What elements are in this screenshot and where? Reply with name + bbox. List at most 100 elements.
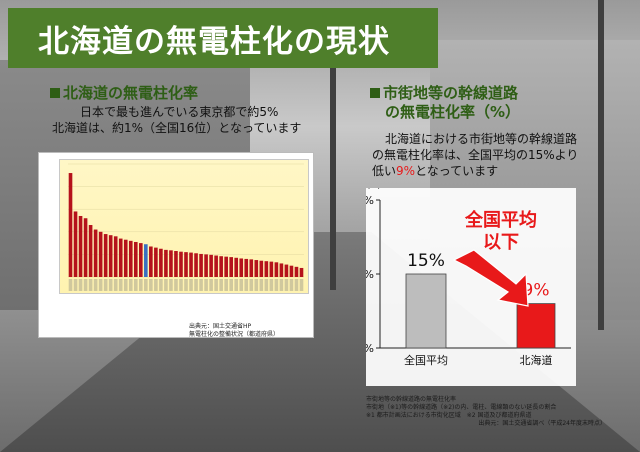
bar-prefecture: [118, 238, 123, 277]
bar-prefecture: [239, 258, 244, 277]
bar-prefecture: [174, 251, 178, 277]
category-label-stub: [169, 279, 173, 291]
bar-prefecture: [133, 241, 138, 277]
bar-hokkaido: [516, 303, 556, 349]
right-body-2: の無電柱化率は、全国平均の15%より: [372, 148, 579, 162]
bar-prefecture: [254, 260, 259, 277]
category-label: 全国平均: [404, 353, 448, 367]
prefecture-chart-plot: [59, 159, 309, 294]
background-utility-pole: [598, 0, 604, 330]
category-label-stub: [264, 279, 269, 291]
category-label-stub: [93, 279, 98, 291]
bar-prefecture: [123, 239, 128, 277]
category-label-stub: [164, 279, 168, 291]
bar-prefecture: [274, 262, 279, 277]
category-label-stub: [139, 279, 143, 291]
footnote-line-1: 市街地等の幹線道路の無電柱化率: [366, 396, 457, 403]
right-body-3: 低い9%となっています: [372, 163, 498, 179]
category-label-stub: [204, 279, 208, 291]
comparison-bar-chart: （%） 0% 15% 30% 15% 全国平均 9% 北海道: [350, 181, 571, 367]
category-label-stub: [274, 279, 279, 291]
category-label-stub: [239, 279, 244, 291]
bar-prefecture: [294, 266, 299, 277]
footnote-line-2: 市街地（※1)等の幹線道路（※2)の内、電柱、電線類のない延長の割合: [366, 404, 557, 411]
category-label-stub: [88, 279, 93, 291]
bar-prefecture: [113, 236, 118, 277]
bar-prefecture: [108, 235, 113, 277]
value-label: 9%: [523, 281, 550, 301]
y-unit-label: （%）: [366, 188, 386, 190]
category-label-stub: [189, 279, 193, 291]
category-label-stub: [98, 279, 103, 291]
right-footnote: 市街地等の幹線道路の無電柱化率 市街地（※1)等の幹線道路（※2)の内、電柱、電…: [366, 396, 606, 428]
category-label-stub: [284, 279, 289, 291]
bar-prefecture: [284, 264, 289, 277]
category-label-stub: [184, 279, 188, 291]
category-label-stub: [269, 279, 274, 291]
bar-prefecture: [224, 256, 228, 277]
y-tick-label: 0%: [366, 342, 374, 355]
category-label-stub: [254, 279, 259, 291]
left-source-1: 出典元：国土交通省HP: [189, 323, 252, 330]
background-utility-pole: [330, 40, 336, 290]
category-label-stub: [128, 279, 133, 291]
page-title: 北海道の無電柱化の現状: [38, 23, 390, 60]
callout-line-1: 全国平均: [465, 210, 537, 231]
right-heading: 市街地等の幹線道路: [370, 84, 518, 103]
left-heading: 北海道の無電柱化率: [50, 84, 198, 103]
category-label-stub: [279, 279, 284, 291]
category-label: 北海道: [520, 353, 553, 367]
category-label-stub: [154, 279, 158, 291]
bullet-square-icon: [50, 88, 60, 98]
category-label-stub: [73, 279, 78, 291]
category-label-stub: [209, 279, 213, 291]
bar-prefecture: [78, 215, 83, 277]
comparison-chart-panel: （%） 0% 15% 30% 15% 全国平均 9% 北海道: [350, 181, 576, 386]
title-banner: 北海道の無電柱化の現状: [8, 8, 438, 68]
category-label-stub: [219, 279, 223, 291]
bar-prefecture: [164, 249, 168, 277]
footnote-line-3: ※1 都市計画法における市街化区域 ※2 国道及び都道府県道: [366, 412, 532, 419]
y-tick-label: 30%: [366, 194, 374, 207]
bar-prefecture: [289, 265, 294, 277]
down-arrow-icon: [452, 249, 529, 307]
bar-prefecture: [199, 253, 203, 277]
prefecture-chart-panel: 出典元：国土交通省HP 無電柱化の整備状況（都道府県）: [38, 152, 314, 338]
left-line-2: 北海道は、約1%（全国16位）となっています: [52, 121, 302, 135]
category-label-stub: [83, 279, 88, 291]
left-source-2: 無電柱化の整備状況（都道府県）: [189, 331, 280, 338]
bar-prefecture: [83, 218, 88, 277]
left-line-1: 日本で最も進んでいる東京都で約5%: [80, 105, 279, 119]
category-label-stub: [224, 279, 228, 291]
category-label-stub: [214, 279, 218, 291]
bar-prefecture: [214, 255, 218, 277]
category-label-stub: [244, 279, 249, 291]
category-label-stub: [108, 279, 113, 291]
bar-prefecture: [93, 229, 98, 277]
category-label-stub: [68, 279, 73, 291]
category-label-stub: [179, 279, 183, 291]
category-label-stub: [113, 279, 118, 291]
right-body-3-post: となっています: [415, 164, 499, 178]
category-label-stub: [294, 279, 299, 291]
bar-prefecture: [219, 256, 223, 277]
bar-prefecture: [159, 248, 163, 277]
category-label-stub: [229, 279, 233, 291]
bar-prefecture: [244, 258, 249, 277]
bar-prefecture: [204, 254, 208, 277]
bar-prefecture: [88, 225, 93, 277]
bar-prefecture: [299, 267, 304, 277]
bar-prefecture: [249, 259, 254, 277]
bar-prefecture: [169, 250, 173, 277]
bar-prefecture: [209, 254, 213, 277]
prefecture-bar-chart: [68, 163, 304, 291]
category-label-stub: [144, 279, 148, 291]
category-label-stub: [149, 279, 153, 291]
category-label-stub: [259, 279, 264, 291]
footnote-line-4: 出典元：国土交通省調べ（平成24年度末時点）: [478, 420, 606, 427]
value-label: 15%: [407, 251, 445, 271]
bar-prefecture: [68, 173, 73, 277]
bullet-square-icon: [370, 88, 380, 98]
bar-prefecture: [184, 252, 188, 277]
bar-prefecture: [103, 234, 108, 277]
